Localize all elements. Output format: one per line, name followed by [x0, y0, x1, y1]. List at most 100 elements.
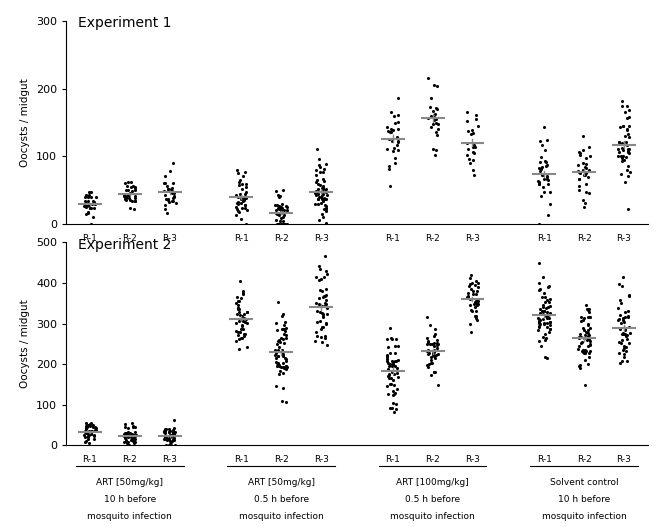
Point [387, 136, 397, 145]
Point [621, 166, 632, 174]
Point [122, 428, 133, 436]
Point [465, 295, 475, 304]
Point [120, 179, 131, 188]
Point [169, 435, 179, 444]
Point [235, 176, 246, 184]
Point [319, 201, 330, 210]
Point [381, 356, 392, 365]
Point [469, 298, 480, 306]
Point [128, 432, 138, 440]
Point [429, 332, 440, 340]
Point [534, 315, 545, 324]
Point [318, 174, 329, 183]
Point [128, 435, 138, 444]
Point [86, 188, 97, 197]
Point [276, 325, 287, 333]
Point [543, 211, 554, 219]
Point [164, 198, 175, 206]
Point [278, 350, 288, 358]
Point [169, 415, 180, 424]
Text: mosquito infection: mosquito infection [87, 512, 173, 521]
Point [428, 339, 439, 347]
Point [87, 421, 98, 430]
Point [387, 391, 398, 399]
Text: R-2: R-2 [274, 234, 289, 243]
Point [433, 124, 444, 133]
Point [313, 194, 323, 203]
Point [121, 430, 132, 438]
Point [533, 180, 544, 188]
Point [385, 380, 395, 388]
Point [429, 342, 440, 350]
Point [119, 191, 130, 200]
Point [393, 146, 403, 154]
Point [385, 380, 396, 388]
Point [321, 319, 331, 328]
Point [316, 275, 327, 284]
Point [120, 430, 130, 438]
Point [128, 181, 138, 190]
Point [393, 138, 404, 146]
Point [242, 343, 253, 352]
Point [168, 432, 178, 440]
Point [576, 317, 586, 326]
Point [312, 176, 323, 184]
Point [83, 431, 93, 440]
Point [317, 302, 327, 310]
Point [311, 307, 322, 316]
Point [428, 350, 438, 359]
Point [321, 201, 331, 210]
Point [86, 430, 97, 438]
Point [622, 335, 633, 343]
Point [270, 348, 281, 357]
Point [165, 440, 175, 448]
Point [383, 369, 394, 378]
Point [280, 326, 290, 335]
Point [580, 188, 591, 197]
Point [573, 167, 584, 175]
Point [86, 220, 97, 228]
Point [167, 432, 178, 441]
Point [537, 303, 548, 311]
Point [276, 214, 287, 222]
Point [580, 348, 590, 356]
Point [619, 325, 630, 333]
Point [619, 178, 630, 186]
Point [614, 296, 625, 305]
Point [432, 82, 443, 90]
Point [573, 182, 584, 191]
Point [278, 384, 288, 392]
Point [620, 324, 631, 332]
Point [534, 305, 545, 314]
Point [534, 323, 545, 331]
Point [168, 435, 178, 443]
Point [614, 359, 625, 367]
Point [613, 152, 623, 160]
Point [534, 286, 545, 295]
Point [321, 267, 331, 276]
Point [431, 351, 442, 359]
Point [277, 397, 288, 405]
Point [280, 354, 290, 363]
Point [321, 205, 331, 213]
Point [539, 298, 550, 307]
Point [393, 118, 403, 126]
Point [163, 185, 173, 193]
Point [122, 437, 132, 446]
Point [619, 349, 629, 358]
Point [316, 333, 327, 341]
Point [383, 126, 393, 135]
Point [274, 220, 284, 228]
Point [278, 217, 288, 225]
Point [127, 419, 137, 427]
Point [432, 344, 442, 352]
Point [281, 365, 292, 374]
Point [282, 203, 292, 211]
Point [617, 357, 627, 366]
Point [574, 148, 584, 156]
Point [160, 204, 171, 213]
Point [274, 362, 285, 370]
Point [389, 119, 400, 128]
Point [393, 111, 403, 119]
Point [159, 191, 170, 200]
